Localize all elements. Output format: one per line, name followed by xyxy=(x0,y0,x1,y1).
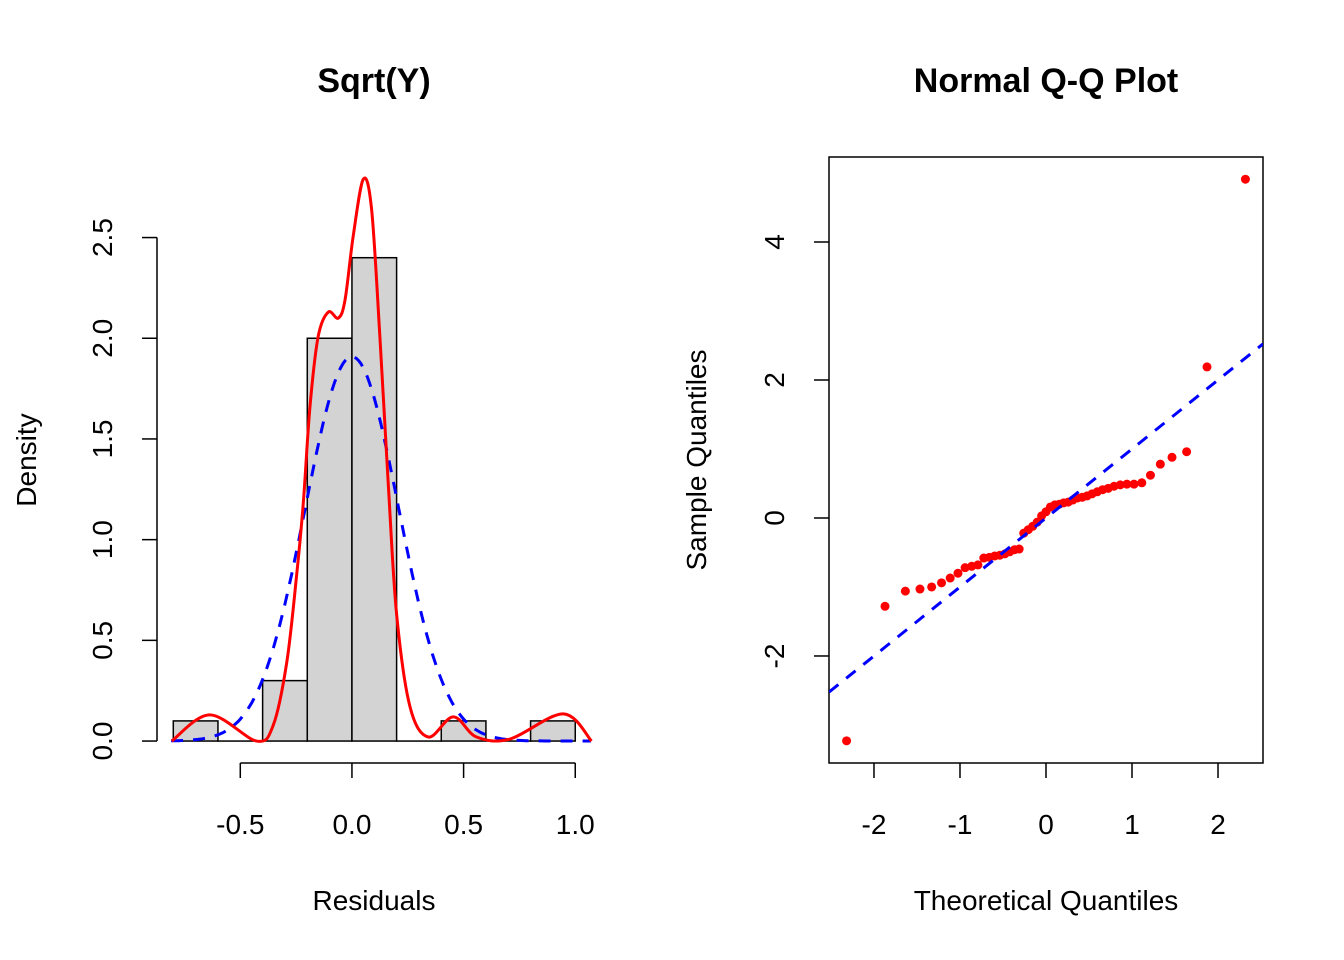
qq-point xyxy=(880,601,890,611)
qq-point xyxy=(1145,470,1155,480)
qq-point xyxy=(953,568,963,578)
qq-panel: Normal Q-Q Plot Theoretical Quantiles Sa… xyxy=(681,62,1264,916)
qq-point xyxy=(927,582,937,592)
histogram-bar xyxy=(172,720,219,742)
histogram-xlabel: Residuals xyxy=(313,885,436,916)
qq-point xyxy=(1167,452,1177,462)
histogram-bar xyxy=(529,720,577,742)
x-tick-label: 1.0 xyxy=(556,809,595,840)
qq-point xyxy=(973,560,983,570)
y-tick-label: -2 xyxy=(759,644,790,669)
qq-point xyxy=(1240,174,1250,184)
qq-point xyxy=(1155,459,1165,469)
qq-point xyxy=(900,586,910,596)
qq-point xyxy=(915,584,925,594)
qq-axes: -2 -1 0 1 2 -2 0 2 4 xyxy=(759,156,1264,840)
normal-density-curve xyxy=(171,355,591,743)
y-tick-label: 2 xyxy=(759,372,790,388)
kernel-density-curve xyxy=(170,176,593,743)
y-tick-label: 1.0 xyxy=(87,520,118,559)
qq-point xyxy=(1202,362,1212,372)
x-tick-label: 1 xyxy=(1124,809,1140,840)
y-tick-label: 1.5 xyxy=(87,419,118,458)
histogram-axes: -0.5 0.0 0.5 1.0 0.0 0.5 1.0 1.5 2.0 2.5 xyxy=(87,218,595,840)
y-tick-label: 4 xyxy=(759,234,790,250)
histogram-curves xyxy=(170,176,593,743)
qq-reference-line xyxy=(829,342,1263,694)
y-tick-label: 0.0 xyxy=(87,722,118,761)
x-tick-label: 0.5 xyxy=(444,809,483,840)
qq-point xyxy=(1182,447,1192,457)
y-tick-label: 0 xyxy=(759,510,790,526)
y-tick-label: 0.5 xyxy=(87,621,118,660)
y-tick-label: 2.5 xyxy=(87,218,118,257)
histogram-ylabel: Density xyxy=(11,413,42,506)
histogram-bars xyxy=(172,256,577,742)
qq-ylabel: Sample Quantiles xyxy=(681,349,712,570)
x-tick-label: -0.5 xyxy=(216,809,264,840)
x-tick-label: -2 xyxy=(862,809,887,840)
x-tick-label: 0.0 xyxy=(332,809,371,840)
qq-point xyxy=(1115,480,1125,490)
qq-point xyxy=(1137,478,1147,488)
qq-xlabel: Theoretical Quantiles xyxy=(914,885,1179,916)
qq-point xyxy=(1129,479,1139,489)
plot-box xyxy=(828,156,1264,764)
qq-point xyxy=(945,573,955,583)
qq-marks xyxy=(829,174,1263,746)
qq-point xyxy=(1014,544,1024,554)
x-tick-label: -1 xyxy=(948,809,973,840)
histogram-panel: Sqrt(Y) Residuals Density -0.5 0.0 0.5 1.0 0… xyxy=(11,62,595,916)
qq-point xyxy=(842,736,852,746)
y-tick-label: 2.0 xyxy=(87,319,118,358)
qq-point xyxy=(937,578,947,588)
histogram-bar xyxy=(306,337,353,742)
histogram-title: Sqrt(Y) xyxy=(317,62,430,100)
qq-point xyxy=(1122,479,1132,489)
x-tick-label: 2 xyxy=(1210,809,1226,840)
qq-title: Normal Q-Q Plot xyxy=(914,62,1178,100)
x-tick-label: 0 xyxy=(1038,809,1054,840)
